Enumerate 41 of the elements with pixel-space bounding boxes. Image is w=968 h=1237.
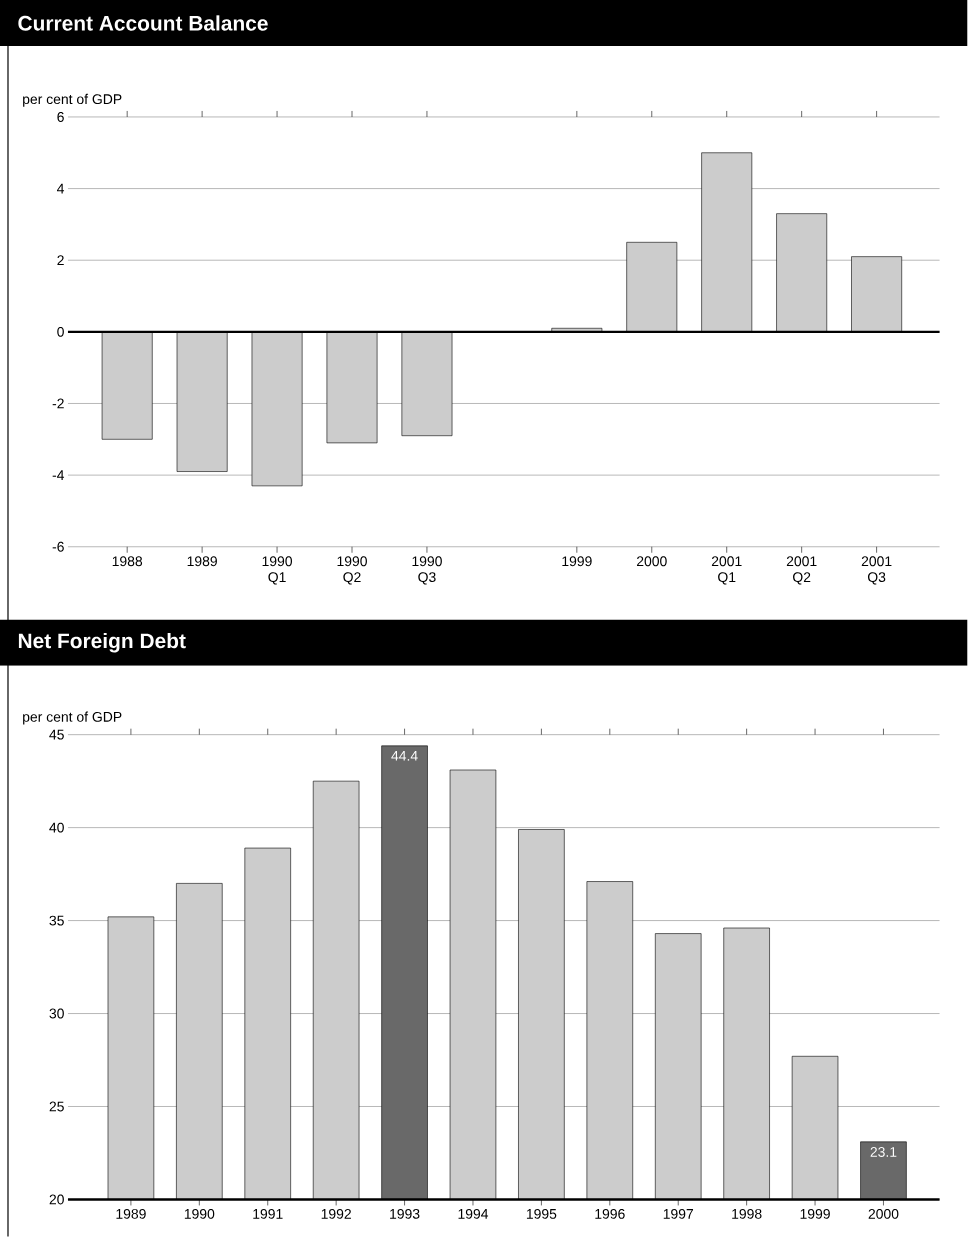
y-tick-label: 4 bbox=[57, 183, 65, 194]
y-tick-label: -4 bbox=[52, 470, 65, 480]
chart-title: Net Foreign Debt bbox=[19, 632, 186, 653]
x-tick-label: 2001 Q2 bbox=[787, 556, 817, 585]
data-label: 44.4 bbox=[391, 751, 418, 761]
chart-title: Current Account Balance bbox=[18, 15, 268, 31]
y-tick-label: 0 bbox=[57, 326, 65, 337]
y-tick-label: 20 bbox=[49, 1194, 65, 1205]
y-tick-label: -2 bbox=[52, 398, 64, 409]
y-axis-title: per cent of GDP bbox=[23, 711, 122, 725]
x-tick-label: 1995 bbox=[527, 1208, 557, 1219]
x-tick-label: 2001 Q3 bbox=[862, 556, 892, 585]
x-tick-label: 2000 bbox=[637, 556, 667, 567]
y-axis-title: per cent of GDP bbox=[23, 93, 122, 107]
x-tick-label: 1991 bbox=[253, 1208, 283, 1219]
x-tick-label: 1998 bbox=[732, 1208, 762, 1219]
x-tick-label: 1990 bbox=[185, 1208, 215, 1219]
x-tick-label: 1999 bbox=[800, 1208, 831, 1219]
x-tick-label: 1996 bbox=[595, 1208, 625, 1219]
y-tick-label: 30 bbox=[49, 1008, 65, 1019]
x-tick-label: 1992 bbox=[321, 1208, 352, 1219]
x-tick-label: 1999 bbox=[562, 556, 592, 567]
y-tick-label: 2 bbox=[57, 255, 64, 266]
x-tick-label: 1989 bbox=[116, 1208, 146, 1219]
x-tick-label: 1990 Q1 bbox=[262, 556, 293, 585]
data-label: 23.1 bbox=[870, 1147, 897, 1157]
x-tick-label: 1993 bbox=[390, 1208, 420, 1219]
y-tick-label: 40 bbox=[49, 822, 65, 833]
y-tick-label: 6 bbox=[57, 112, 65, 122]
y-tick-label: 45 bbox=[49, 729, 65, 740]
x-tick-label: 1989 bbox=[187, 556, 218, 567]
x-tick-label: 1990 Q2 bbox=[337, 556, 368, 585]
x-tick-label: 1988 bbox=[112, 556, 143, 567]
y-tick-label: 35 bbox=[49, 915, 65, 926]
x-tick-label: 1994 bbox=[458, 1208, 489, 1219]
x-tick-label: 1990 Q3 bbox=[412, 556, 443, 585]
y-tick-label: 25 bbox=[49, 1101, 65, 1112]
x-tick-label: 1997 bbox=[664, 1208, 694, 1219]
x-tick-label: 2000 bbox=[868, 1208, 899, 1219]
x-tick-label: 2001 Q1 bbox=[712, 556, 742, 585]
y-tick-label: -6 bbox=[52, 541, 65, 552]
